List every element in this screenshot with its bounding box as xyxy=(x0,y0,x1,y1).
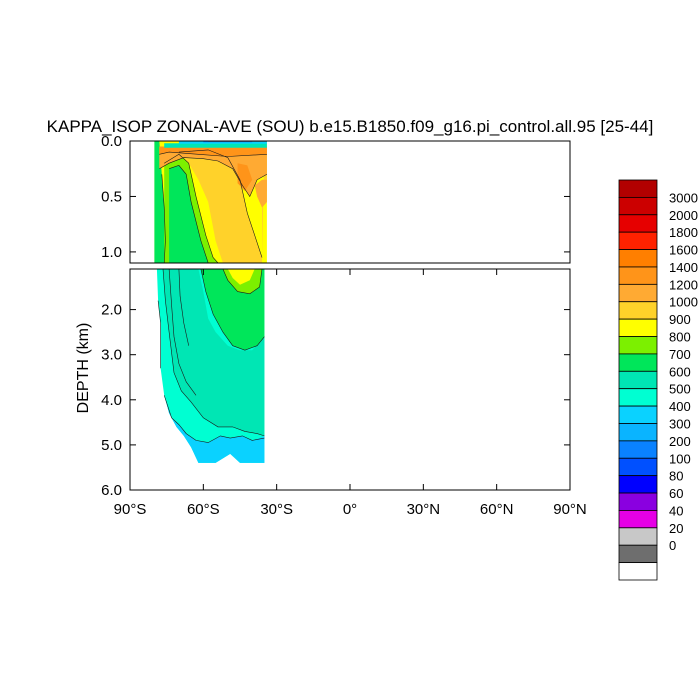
x-tick-label-1: 60°S xyxy=(187,501,220,518)
y-axis-upper: 0.0 0.5 1.0 xyxy=(101,133,570,261)
colorbar-label-0: 3000 xyxy=(669,190,698,205)
y-axis-label: DEPTH (km) xyxy=(75,323,92,414)
contour-line-lower-6 xyxy=(222,269,263,295)
x-axis: 90°S 60°S 30°S 0° 30°N 60°N 90°N xyxy=(114,269,587,518)
contour-line-upper-0 xyxy=(164,153,219,263)
colorbar-swatch-15 xyxy=(618,440,658,459)
colorbar-swatch-3 xyxy=(618,231,658,250)
contour-line-lower-11 xyxy=(178,269,189,346)
colorbar-label-6: 1000 xyxy=(669,295,698,310)
colorbar-swatch-0 xyxy=(618,179,658,198)
contour-line-upper-4 xyxy=(159,151,267,157)
colorbar-swatch-8 xyxy=(618,318,658,337)
y-tick-label-lower-3: 5.0 xyxy=(101,437,122,454)
contour-fill-upper-10 xyxy=(178,146,267,263)
colorbar-label-5: 1200 xyxy=(669,277,698,292)
contour-fill-upper-12 xyxy=(254,179,267,208)
colorbar-label-2: 1800 xyxy=(669,225,698,240)
x-tick-label-2: 30°S xyxy=(260,501,293,518)
colorbar-label-7: 900 xyxy=(669,312,691,327)
colorbar-label-12: 400 xyxy=(669,399,691,414)
contour-line-lower-12 xyxy=(157,300,161,369)
colorbar-swatch-6 xyxy=(618,283,658,303)
contour-line-upper-5 xyxy=(161,174,166,263)
upper-panel-frame xyxy=(129,140,571,264)
x-tick-label-4: 30°N xyxy=(407,501,441,518)
contour-line-lower-7 xyxy=(200,269,265,351)
colorbar-label-3: 1600 xyxy=(669,243,698,258)
contour-fill-upper-9 xyxy=(169,165,209,263)
colorbar-label-16: 80 xyxy=(669,469,683,484)
x-tick-label-0: 90°S xyxy=(114,501,147,518)
colorbar-swatch-13 xyxy=(618,405,658,424)
colorbar-swatch-20 xyxy=(618,527,658,546)
colorbar-swatch-14 xyxy=(618,423,658,442)
colorbar-swatch-4 xyxy=(618,249,658,268)
colorbar-label-10: 600 xyxy=(669,364,691,379)
y-tick-label-upper-1: 0.5 xyxy=(101,188,122,205)
contour-fill-lower-2 xyxy=(163,269,265,436)
y-tick-label-lower-4: 6.0 xyxy=(101,482,122,499)
contour-line-upper-1 xyxy=(169,165,209,263)
chart-title: KAPPA_ISOP ZONAL-AVE (SOU) b.e15.B1850.f… xyxy=(47,117,654,136)
y-tick-label-upper-0: 0.0 xyxy=(101,133,122,150)
colorbar-label-9: 700 xyxy=(669,347,691,362)
contour-fill-upper-11 xyxy=(159,146,267,197)
colorbar-label-4: 1400 xyxy=(669,260,698,275)
colorbar-swatch-1 xyxy=(618,196,658,216)
colorbar-swatch-2 xyxy=(618,214,658,233)
colorbar: 3000200018001600140012001000900800700600… xyxy=(618,179,698,581)
colorbar-swatch-9 xyxy=(618,336,658,355)
x-tick-label-3: 0° xyxy=(343,501,357,518)
y-tick-label-lower-1: 3.0 xyxy=(101,347,122,364)
y-axis-lower: 2.0 3.0 4.0 5.0 6.0 xyxy=(101,302,570,499)
contour-fill-upper-7 xyxy=(154,141,166,263)
colorbar-label-11: 500 xyxy=(669,382,691,397)
colorbar-swatch-10 xyxy=(618,353,658,372)
contour-line-upper-3 xyxy=(159,157,268,198)
colorbar-swatch-12 xyxy=(618,388,658,407)
colorbar-swatch-16 xyxy=(618,457,658,477)
colorbar-label-1: 2000 xyxy=(669,208,698,223)
colorbar-label-13: 300 xyxy=(669,417,691,432)
contour-line-lower-10 xyxy=(168,269,197,396)
colorbar-label-8: 800 xyxy=(669,330,691,345)
x-tick-label-6: 90°N xyxy=(553,501,587,518)
colorbar-swatch-7 xyxy=(618,301,658,320)
contour-line-lower-9 xyxy=(163,395,265,443)
colorbar-swatch-5 xyxy=(618,266,658,285)
colorbar-label-20: 0 xyxy=(669,538,676,553)
colorbar-label-17: 60 xyxy=(669,486,683,501)
colorbar-swatch-18 xyxy=(618,492,658,511)
colorbar-swatch-19 xyxy=(618,510,658,529)
colorbar-swatch-17 xyxy=(618,475,658,494)
contour-fill-upper-13 xyxy=(159,146,267,157)
colorbar-label-15: 100 xyxy=(669,451,691,466)
lower-panel xyxy=(156,269,265,463)
contour-fill-lower-1 xyxy=(164,395,265,463)
contour-line-upper-2 xyxy=(178,149,263,258)
colorbar-swatch-22 xyxy=(618,562,658,581)
upper-panel xyxy=(154,141,268,263)
colorbar-label-18: 40 xyxy=(669,503,683,518)
y-tick-label-upper-2: 1.0 xyxy=(101,244,122,261)
y-tick-label-lower-2: 4.0 xyxy=(101,392,122,409)
colorbar-swatch-21 xyxy=(618,544,658,564)
y-tick-label-lower-0: 2.0 xyxy=(101,302,122,319)
colorbar-label-14: 200 xyxy=(669,434,691,449)
colorbar-label-19: 20 xyxy=(669,521,683,536)
colorbar-swatch-11 xyxy=(618,370,658,390)
contour-fill-lower-5 xyxy=(227,269,255,285)
x-tick-label-5: 60°N xyxy=(480,501,514,518)
contour-line-lower-8 xyxy=(162,269,265,437)
contour-fill-upper-15 xyxy=(164,143,267,148)
